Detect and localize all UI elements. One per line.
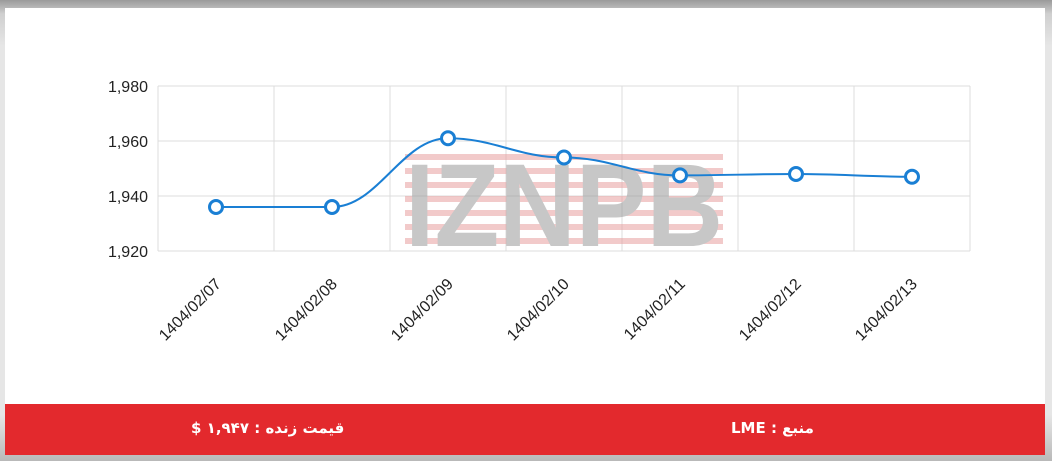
live-price-label: قیمت زنده : ۱,۹۴۷ $ — [191, 419, 345, 437]
x-tick-label: 1404/02/09 — [388, 276, 457, 345]
data-point[interactable] — [904, 168, 920, 185]
x-tick-label: 1404/02/11 — [621, 276, 689, 344]
y-axis: 1,920 1,940 1,960 1,980 — [108, 79, 148, 261]
x-tick-label: 1404/02/10 — [504, 276, 573, 345]
data-point[interactable] — [208, 199, 224, 215]
y-tick-label: 1,980 — [108, 79, 148, 96]
watermark-stripe — [405, 182, 723, 188]
chart-panel: IZNPB 1,920 1,940 1,960 1,980 1404/02/07 140… — [5, 8, 1045, 455]
x-tick-label: 1404/02/07 — [156, 276, 225, 345]
watermark-stripe — [405, 168, 723, 174]
x-tick-label: 1404/02/12 — [736, 276, 805, 345]
y-tick-label: 1,940 — [108, 189, 148, 206]
y-tick-label: 1,920 — [108, 244, 148, 261]
watermark-stripe — [405, 196, 723, 202]
data-point[interactable] — [788, 166, 804, 182]
watermark-stripe — [405, 210, 723, 216]
x-tick-label: 1404/02/13 — [852, 276, 921, 345]
x-axis: 1404/02/07 1404/02/08 1404/02/09 1404/02/10… — [156, 276, 921, 345]
data-point[interactable] — [672, 167, 688, 184]
info-bar: منبع : LME قیمت زنده : ۱,۹۴۷ $ — [5, 404, 1045, 455]
x-tick-label: 1404/02/08 — [272, 276, 341, 345]
watermark-stripe — [405, 224, 723, 230]
y-tick-label: 1,960 — [108, 134, 148, 151]
watermark-stripe — [405, 238, 723, 244]
watermark-logo: IZNPB — [405, 140, 723, 272]
data-point[interactable] — [440, 130, 456, 147]
data-point[interactable] — [556, 149, 572, 166]
series-points — [208, 130, 920, 215]
data-point[interactable] — [324, 199, 340, 215]
source-label: منبع : LME — [731, 419, 814, 437]
